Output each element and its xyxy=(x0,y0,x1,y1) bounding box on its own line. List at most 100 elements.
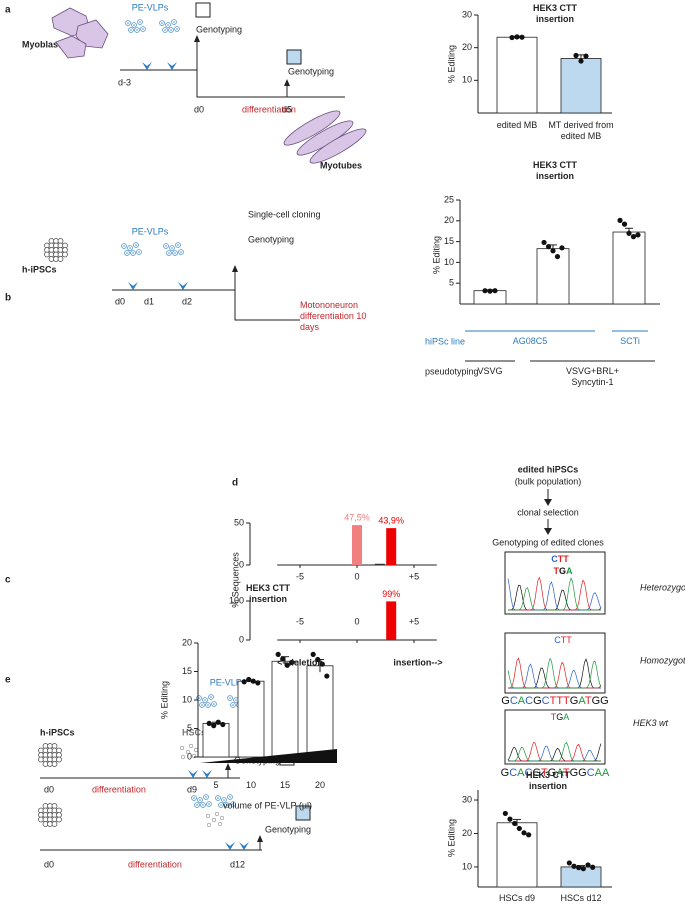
value-label: 99% xyxy=(382,589,400,599)
timeline xyxy=(112,289,300,321)
y-tick-label: 25 xyxy=(444,194,454,204)
y-tick-label: 10 xyxy=(182,694,192,704)
vlp-arrow xyxy=(202,770,212,778)
data-point xyxy=(280,656,286,662)
data-point xyxy=(284,662,290,668)
cell-label: h-iPSCs xyxy=(22,264,57,274)
y-tick-label: 20 xyxy=(444,215,454,225)
data-point xyxy=(492,288,498,294)
vlp-icon xyxy=(193,797,195,799)
chart-title: HEK3 CTT insertion xyxy=(532,160,577,181)
ipsc-icon xyxy=(56,816,62,823)
bar xyxy=(536,248,570,305)
value-label: 47,5% xyxy=(344,512,370,522)
bar xyxy=(306,665,334,758)
data-point xyxy=(289,659,295,665)
sequence: GCACGTGATGGCAA xyxy=(501,767,610,779)
vlp-icon xyxy=(201,704,203,706)
vlp-arrow xyxy=(167,62,177,70)
trace xyxy=(508,577,601,611)
data-point xyxy=(573,52,579,59)
hsc-icon xyxy=(219,815,225,821)
step-label: Genotyping xyxy=(288,66,334,76)
vlp-arrow xyxy=(239,842,249,850)
vlp-icon xyxy=(130,29,132,31)
y-tick-label: 100 xyxy=(229,595,244,605)
vlp-label: PE-VLPs xyxy=(132,226,169,236)
y-tick-label: 15 xyxy=(182,666,192,676)
day-label: d0 xyxy=(115,296,125,306)
step-note: (bulk population) xyxy=(515,476,582,486)
x-tick-label: 20 xyxy=(314,780,325,790)
group-label: AG08C5 xyxy=(512,336,548,346)
vlp-icon xyxy=(204,699,206,701)
arrow-head xyxy=(284,79,290,86)
timeline xyxy=(120,69,345,98)
cell-label: h-iPSCs xyxy=(40,727,75,737)
chart-title: HEK3 CTT insertion xyxy=(245,583,290,604)
day-label: d0 xyxy=(44,784,54,794)
x-tick-label: 0 xyxy=(354,571,359,581)
x-tick-label: 10 xyxy=(245,780,256,790)
step-label: Genotyping xyxy=(265,824,311,834)
vlp-icon xyxy=(135,244,137,246)
vlp-icon xyxy=(129,247,131,249)
data-point xyxy=(255,680,261,686)
myotube-icon xyxy=(283,110,341,146)
step-label: Genotyping xyxy=(248,234,294,244)
data-point xyxy=(310,651,316,658)
data-point xyxy=(241,679,247,685)
x-tick-label: 15 xyxy=(279,780,290,790)
bar xyxy=(560,58,602,114)
vlp-icon xyxy=(171,247,173,249)
vlp-icon xyxy=(123,245,125,247)
data-point xyxy=(250,678,256,684)
vlp-icon xyxy=(207,704,209,706)
value-label: 43,9% xyxy=(378,515,404,525)
row-label: pseudotyping xyxy=(425,366,479,376)
box xyxy=(295,805,311,821)
trace xyxy=(508,741,601,762)
vlp-icon xyxy=(229,796,231,798)
vlp-icon xyxy=(226,804,228,806)
day-label: d1 xyxy=(144,296,154,306)
process-label: Motononeuron differentiation 10 days xyxy=(300,300,367,332)
panel-label: e xyxy=(5,675,11,686)
myotube-icon xyxy=(309,128,367,164)
data-point xyxy=(545,243,552,250)
day-label: d5 xyxy=(282,104,292,114)
y-tick-label: 10 xyxy=(462,861,472,871)
y-tick-label: 20 xyxy=(462,42,472,52)
data-point xyxy=(514,34,520,40)
panel-label: b xyxy=(5,293,11,304)
vlp-icon xyxy=(132,252,134,254)
chart-title: HEK3 CTT insertion xyxy=(532,3,577,24)
arrow-head xyxy=(232,265,238,272)
y-axis-label: % Editing xyxy=(446,819,456,857)
genotype-label: Heterozygote xyxy=(640,582,685,592)
genotype-label: Homozygote xyxy=(640,655,685,665)
y-tick-label: 20 xyxy=(182,637,192,647)
group-label: VSVG xyxy=(477,366,503,376)
bases: CTT xyxy=(554,635,572,645)
vlp-arrow xyxy=(178,282,188,290)
row-label: hiPSc line xyxy=(425,336,465,346)
data-point xyxy=(621,221,628,227)
data-point xyxy=(211,723,217,729)
bar xyxy=(386,601,397,640)
x-tick-label: +5 xyxy=(409,616,419,626)
day-label: d-3 xyxy=(118,77,131,87)
y-axis-label: % Editing xyxy=(431,236,441,274)
data-point xyxy=(246,676,252,683)
bases: TGA xyxy=(553,566,573,576)
vlp-icon xyxy=(232,704,234,706)
data-point xyxy=(554,253,561,260)
vlp-icon xyxy=(177,244,179,246)
y-tick-label: 5 xyxy=(187,723,192,733)
vlp-icon xyxy=(205,796,207,798)
data-point xyxy=(626,230,632,236)
hsc-icon xyxy=(193,747,199,753)
hsc-icon xyxy=(188,743,194,749)
cell-label: Myoblasts xyxy=(22,39,66,49)
